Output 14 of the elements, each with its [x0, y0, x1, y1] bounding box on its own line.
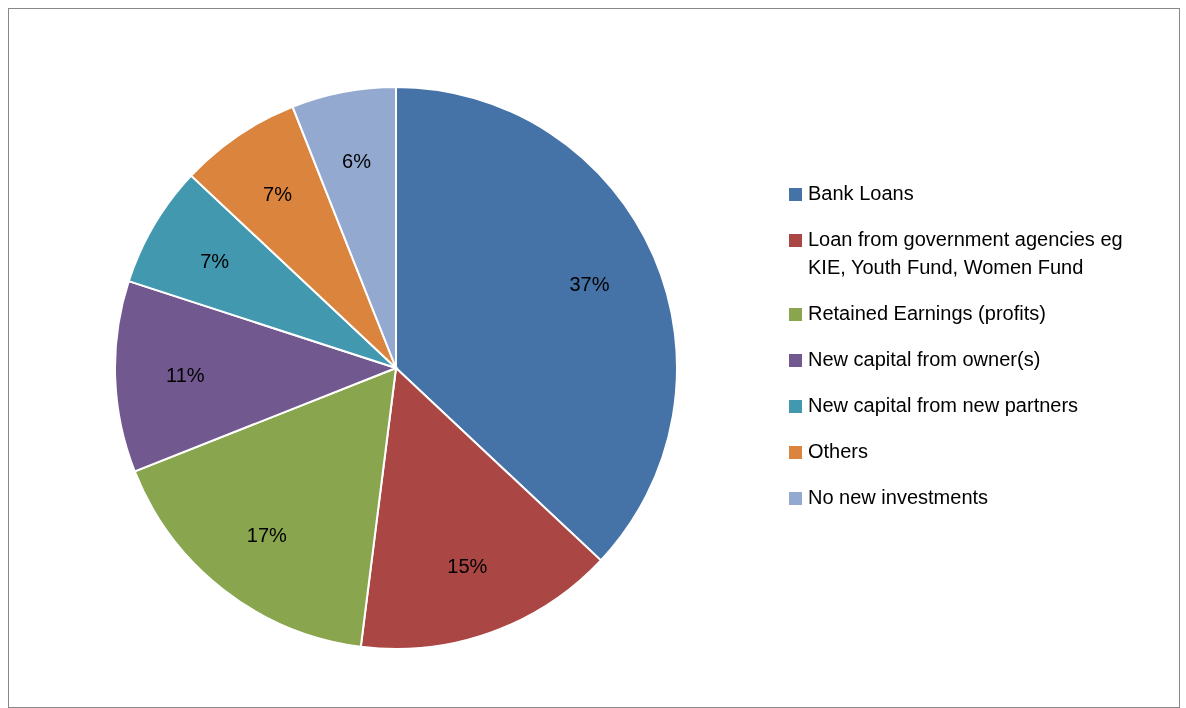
legend-label: Loan from government agencies eg KIE, Youth Fund, Women Fund [808, 227, 1124, 280]
legend-label: Retained Earnings (profits) [808, 301, 1046, 326]
legend-label: Others [808, 439, 869, 464]
legend-label: New capital from owner(s) [808, 347, 1041, 372]
legend-label: Bank Loans [808, 181, 914, 206]
data-label: 7% [263, 182, 293, 205]
legend-label: No new investments [808, 485, 989, 510]
data-label: 37% [569, 273, 610, 296]
data-label: 11% [166, 363, 205, 386]
data-label: 6% [342, 149, 372, 172]
data-label: 15% [447, 555, 488, 578]
data-label: 17% [246, 523, 288, 546]
legend-label: New capital from new partners [808, 393, 1079, 418]
data-label: 7% [200, 249, 230, 272]
